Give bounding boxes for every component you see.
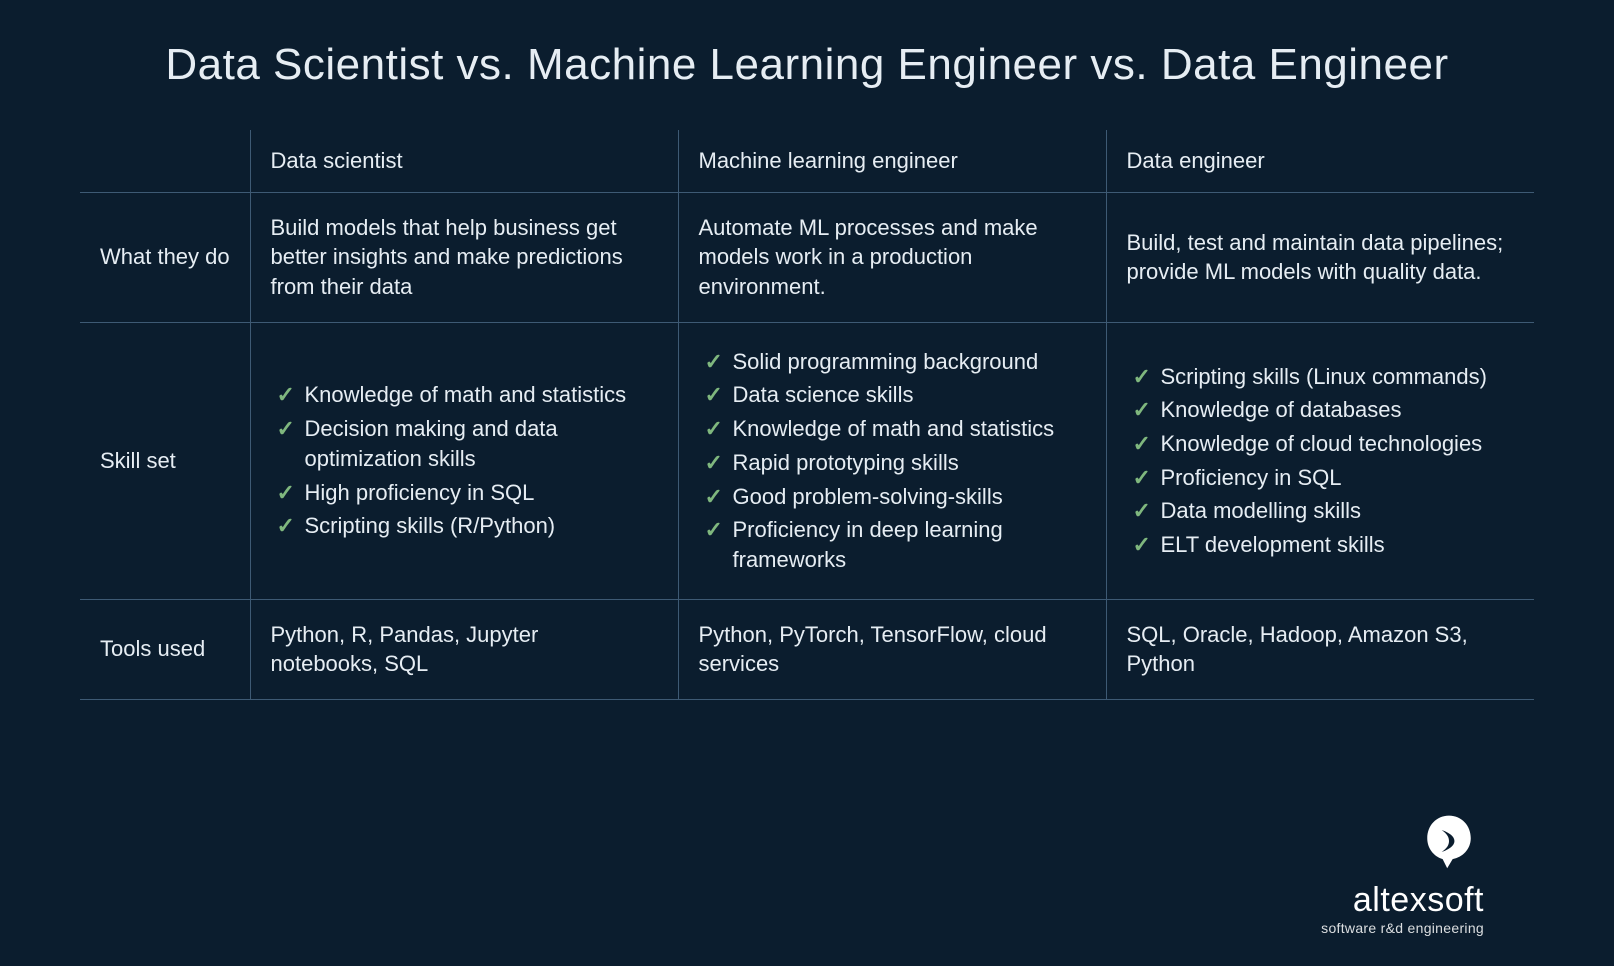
check-item: High proficiency in SQL: [271, 478, 648, 508]
table-row: What they do Build models that help busi…: [80, 192, 1534, 322]
altexsoft-icon: [1420, 812, 1478, 870]
cell-checklist: Solid programming background Data scienc…: [678, 322, 1106, 599]
column-header: Data engineer: [1106, 130, 1534, 192]
check-item: Data modelling skills: [1127, 496, 1505, 526]
cell-text: SQL, Oracle, Hadoop, Amazon S3, Python: [1106, 599, 1534, 699]
page-title: Data Scientist vs. Machine Learning Engi…: [80, 40, 1534, 90]
comparison-table: Data scientist Machine learning engineer…: [80, 130, 1534, 700]
check-item: Proficiency in SQL: [1127, 463, 1505, 493]
header-blank: [80, 130, 250, 192]
check-item: Proficiency in deep learning frameworks: [699, 515, 1076, 574]
cell-text: Automate ML processes and make models wo…: [678, 192, 1106, 322]
cell-text: Build, test and maintain data pipelines;…: [1106, 192, 1534, 322]
brand-tagline: software r&d engineering: [1321, 920, 1484, 936]
cell-checklist: Knowledge of math and statistics Decisio…: [250, 322, 678, 599]
brand-logo: altexsoft software r&d engineering: [1321, 812, 1484, 936]
comparison-infographic: Data Scientist vs. Machine Learning Engi…: [0, 0, 1614, 966]
check-item: Rapid prototyping skills: [699, 448, 1076, 478]
check-item: Knowledge of math and statistics: [271, 380, 648, 410]
column-header: Machine learning engineer: [678, 130, 1106, 192]
cell-text: Python, PyTorch, TensorFlow, cloud servi…: [678, 599, 1106, 699]
table-header: Data scientist Machine learning engineer…: [80, 130, 1534, 192]
check-item: ELT development skills: [1127, 530, 1505, 560]
check-item: Good problem-solving-skills: [699, 482, 1076, 512]
check-item: Scripting skills (R/Python): [271, 511, 648, 541]
check-item: Data science skills: [699, 380, 1076, 410]
table-row: Tools used Python, R, Pandas, Jupyter no…: [80, 599, 1534, 699]
check-item: Decision making and data optimization sk…: [271, 414, 648, 473]
check-item: Knowledge of cloud technologies: [1127, 429, 1505, 459]
cell-text: Build models that help business get bett…: [250, 192, 678, 322]
cell-text: Python, R, Pandas, Jupyter notebooks, SQ…: [250, 599, 678, 699]
check-item: Scripting skills (Linux commands): [1127, 362, 1505, 392]
row-label: What they do: [80, 192, 250, 322]
brand-name: altexsoft: [1321, 881, 1484, 920]
check-item: Solid programming background: [699, 347, 1076, 377]
row-label: Skill set: [80, 322, 250, 599]
check-item: Knowledge of databases: [1127, 395, 1505, 425]
check-item: Knowledge of math and statistics: [699, 414, 1076, 444]
row-label: Tools used: [80, 599, 250, 699]
cell-checklist: Scripting skills (Linux commands) Knowle…: [1106, 322, 1534, 599]
table-row: Skill set Knowledge of math and statisti…: [80, 322, 1534, 599]
column-header: Data scientist: [250, 130, 678, 192]
